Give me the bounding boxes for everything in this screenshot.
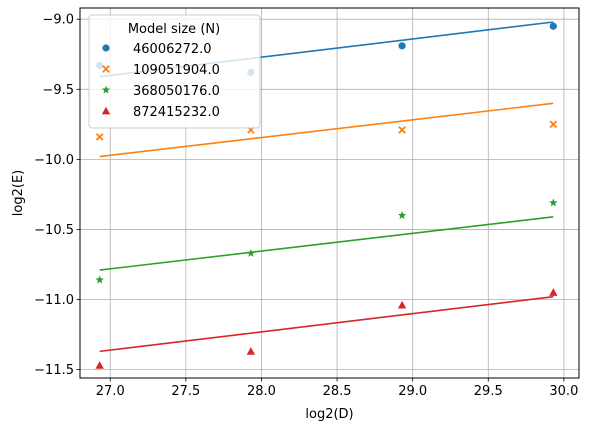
legend-label: 872415232.0 (133, 105, 220, 120)
legend-entries: 46006272.0 109051904.0 368050176.0 87241523… (101, 42, 220, 120)
legend: Model size (N) 46006272.0 109051904.0 3680… (88, 14, 261, 129)
data-point-series-2 (397, 211, 407, 219)
x-tick-label: 28.0 (247, 384, 276, 399)
x-tick-label: 29.5 (474, 384, 503, 399)
y-tick-label: −9.0 (42, 13, 74, 28)
data-point-series-3 (246, 347, 256, 355)
data-point-series-2 (95, 275, 104, 284)
grid (80, 8, 579, 378)
data-point-series-1 (549, 120, 558, 129)
fit-line-series-1 (99, 102, 554, 158)
data-point-series-2 (549, 198, 558, 207)
data-point-series-0 (549, 22, 557, 30)
x-tick-label: 30.0 (549, 384, 578, 399)
legend-label: 46006272.0 (133, 42, 212, 57)
legend-title: Model size (N) (128, 22, 220, 37)
data-point-series-3 (95, 361, 104, 369)
fit-line-series-3 (99, 295, 554, 353)
x-tick-label: 27.5 (171, 384, 200, 399)
legend-marker-series-0 (102, 44, 110, 52)
legend-label: 368050176.0 (133, 84, 220, 99)
legend-marker-series-3 (101, 106, 111, 115)
fit-line-series-2 (99, 216, 554, 271)
y-tick-label: −10.5 (34, 223, 74, 238)
y-tick-label: −11.5 (34, 363, 74, 378)
legend-box (88, 14, 261, 129)
data-point-series-3 (549, 288, 558, 296)
data-point-series-0 (398, 42, 406, 50)
legend-label: 109051904.0 (133, 63, 220, 78)
legend-marker-series-1 (102, 65, 110, 73)
ticks: 27.0 27.5 28.0 28.5 29.0 29.5 30.0 −9.0 −9.5 −10.… (34, 13, 578, 399)
y-axis-label: log2(E) (11, 170, 26, 216)
plot-frame (79, 7, 580, 379)
data-point-series-2 (246, 248, 256, 257)
data-point-series-3 (397, 300, 407, 309)
legend-marker-series-2 (101, 85, 111, 94)
x-tick-label: 29.0 (398, 384, 427, 399)
data-point-series-1 (95, 133, 104, 141)
y-tick-label: −10.0 (34, 153, 74, 168)
x-tick-label: 27.0 (96, 384, 125, 399)
x-axis-label: log2(D) (305, 407, 353, 422)
data-point-series-1 (398, 126, 406, 134)
x-tick-label: 28.5 (323, 384, 352, 399)
y-tick-label: −9.5 (42, 83, 74, 98)
y-tick-label: −11.0 (34, 293, 74, 308)
